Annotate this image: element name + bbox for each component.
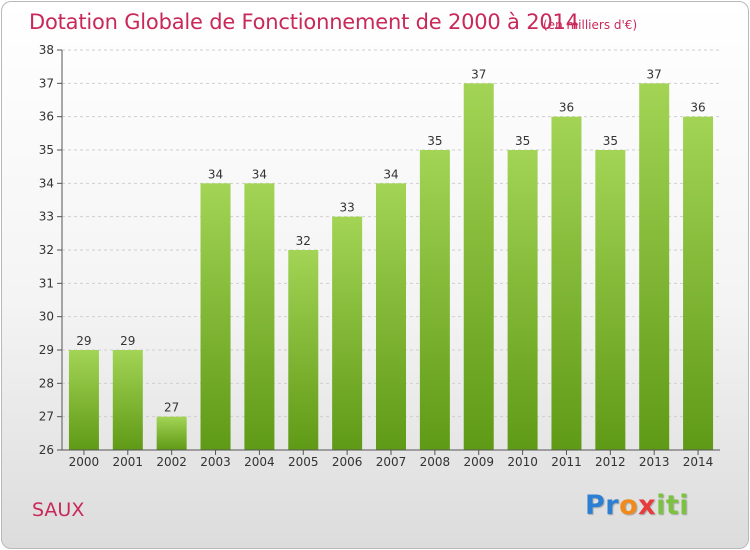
x-tick-label: 2004 [244,455,275,469]
x-tick-label: 2005 [288,455,319,469]
y-tick-label: 29 [39,343,54,357]
bar-2000 [68,350,99,450]
bar-value-label: 34 [383,167,398,181]
x-tick-label: 2002 [156,455,187,469]
bar-2013 [639,83,670,450]
x-tick-label: 2013 [639,455,670,469]
bar-value-label: 32 [296,234,311,248]
bar-2001 [112,350,143,450]
bar-2014 [683,116,714,451]
y-tick-label: 35 [39,143,54,157]
bar-2007 [376,183,406,451]
bar-2002 [156,416,187,450]
bar-value-label: 29 [76,334,91,348]
x-tick-label: 2001 [113,455,144,469]
y-tick-label: 31 [39,276,54,290]
x-tick-label: 2006 [332,455,363,469]
y-tick-label: 36 [39,110,54,124]
chart-subtitle: (en milliers d'€) [543,18,638,32]
y-tick-label: 32 [39,243,54,257]
bar-2006 [332,216,363,450]
x-tick-label: 2012 [595,455,626,469]
x-tick-label: 2008 [420,455,451,469]
x-tick-label: 2009 [463,455,494,469]
bar-2004 [244,183,275,451]
y-tick-label: 28 [39,376,54,390]
bar-value-label: 34 [208,167,223,181]
x-tick-label: 2003 [200,455,231,469]
bar-2011 [551,116,582,451]
bar-value-label: 36 [690,101,705,115]
bar-2012 [595,150,626,450]
proxiti-logo: Proxiti [585,490,690,521]
bar-value-label: 36 [559,101,574,115]
chart-title: Dotation Globale de Fonctionnement de 20… [29,10,579,34]
bar-2005 [288,250,319,450]
x-tick-label: 2010 [507,455,538,469]
y-tick-label: 37 [39,76,54,90]
bars: 29 29 27 34 34 32 33 34 35 37 35 36 35 37 36 [68,67,714,451]
y-tick-label: 34 [39,176,54,190]
commune-name: SAUX [32,499,85,521]
bar-value-label: 33 [339,201,354,215]
bar-value-label: 34 [252,167,267,181]
bar-value-label: 35 [427,134,442,148]
x-tick-label: 2014 [683,455,714,469]
bar-2003 [200,183,231,451]
bar-value-label: 35 [515,134,530,148]
axes: 26 27 28 29 30 31 32 33 34 35 36 37 38 2000 2001 2002 20… [39,43,720,469]
bar-value-label: 27 [164,401,179,415]
y-tick-label: 38 [39,43,54,57]
x-tick-label: 2007 [376,455,407,469]
y-tick-label: 26 [39,443,54,457]
bar-value-label: 29 [120,334,135,348]
y-tick-label: 33 [39,210,54,224]
y-tick-label: 27 [39,410,54,424]
x-tick-label: 2000 [69,455,100,469]
bar-2010 [507,150,538,450]
bar-2009 [463,83,494,450]
bar-value-label: 35 [603,134,618,148]
bar-value-label: 37 [647,67,662,81]
bar-2008 [419,150,450,450]
bar-value-label: 37 [471,67,486,81]
y-tick-label: 30 [39,310,54,324]
x-tick-label: 2011 [551,455,582,469]
